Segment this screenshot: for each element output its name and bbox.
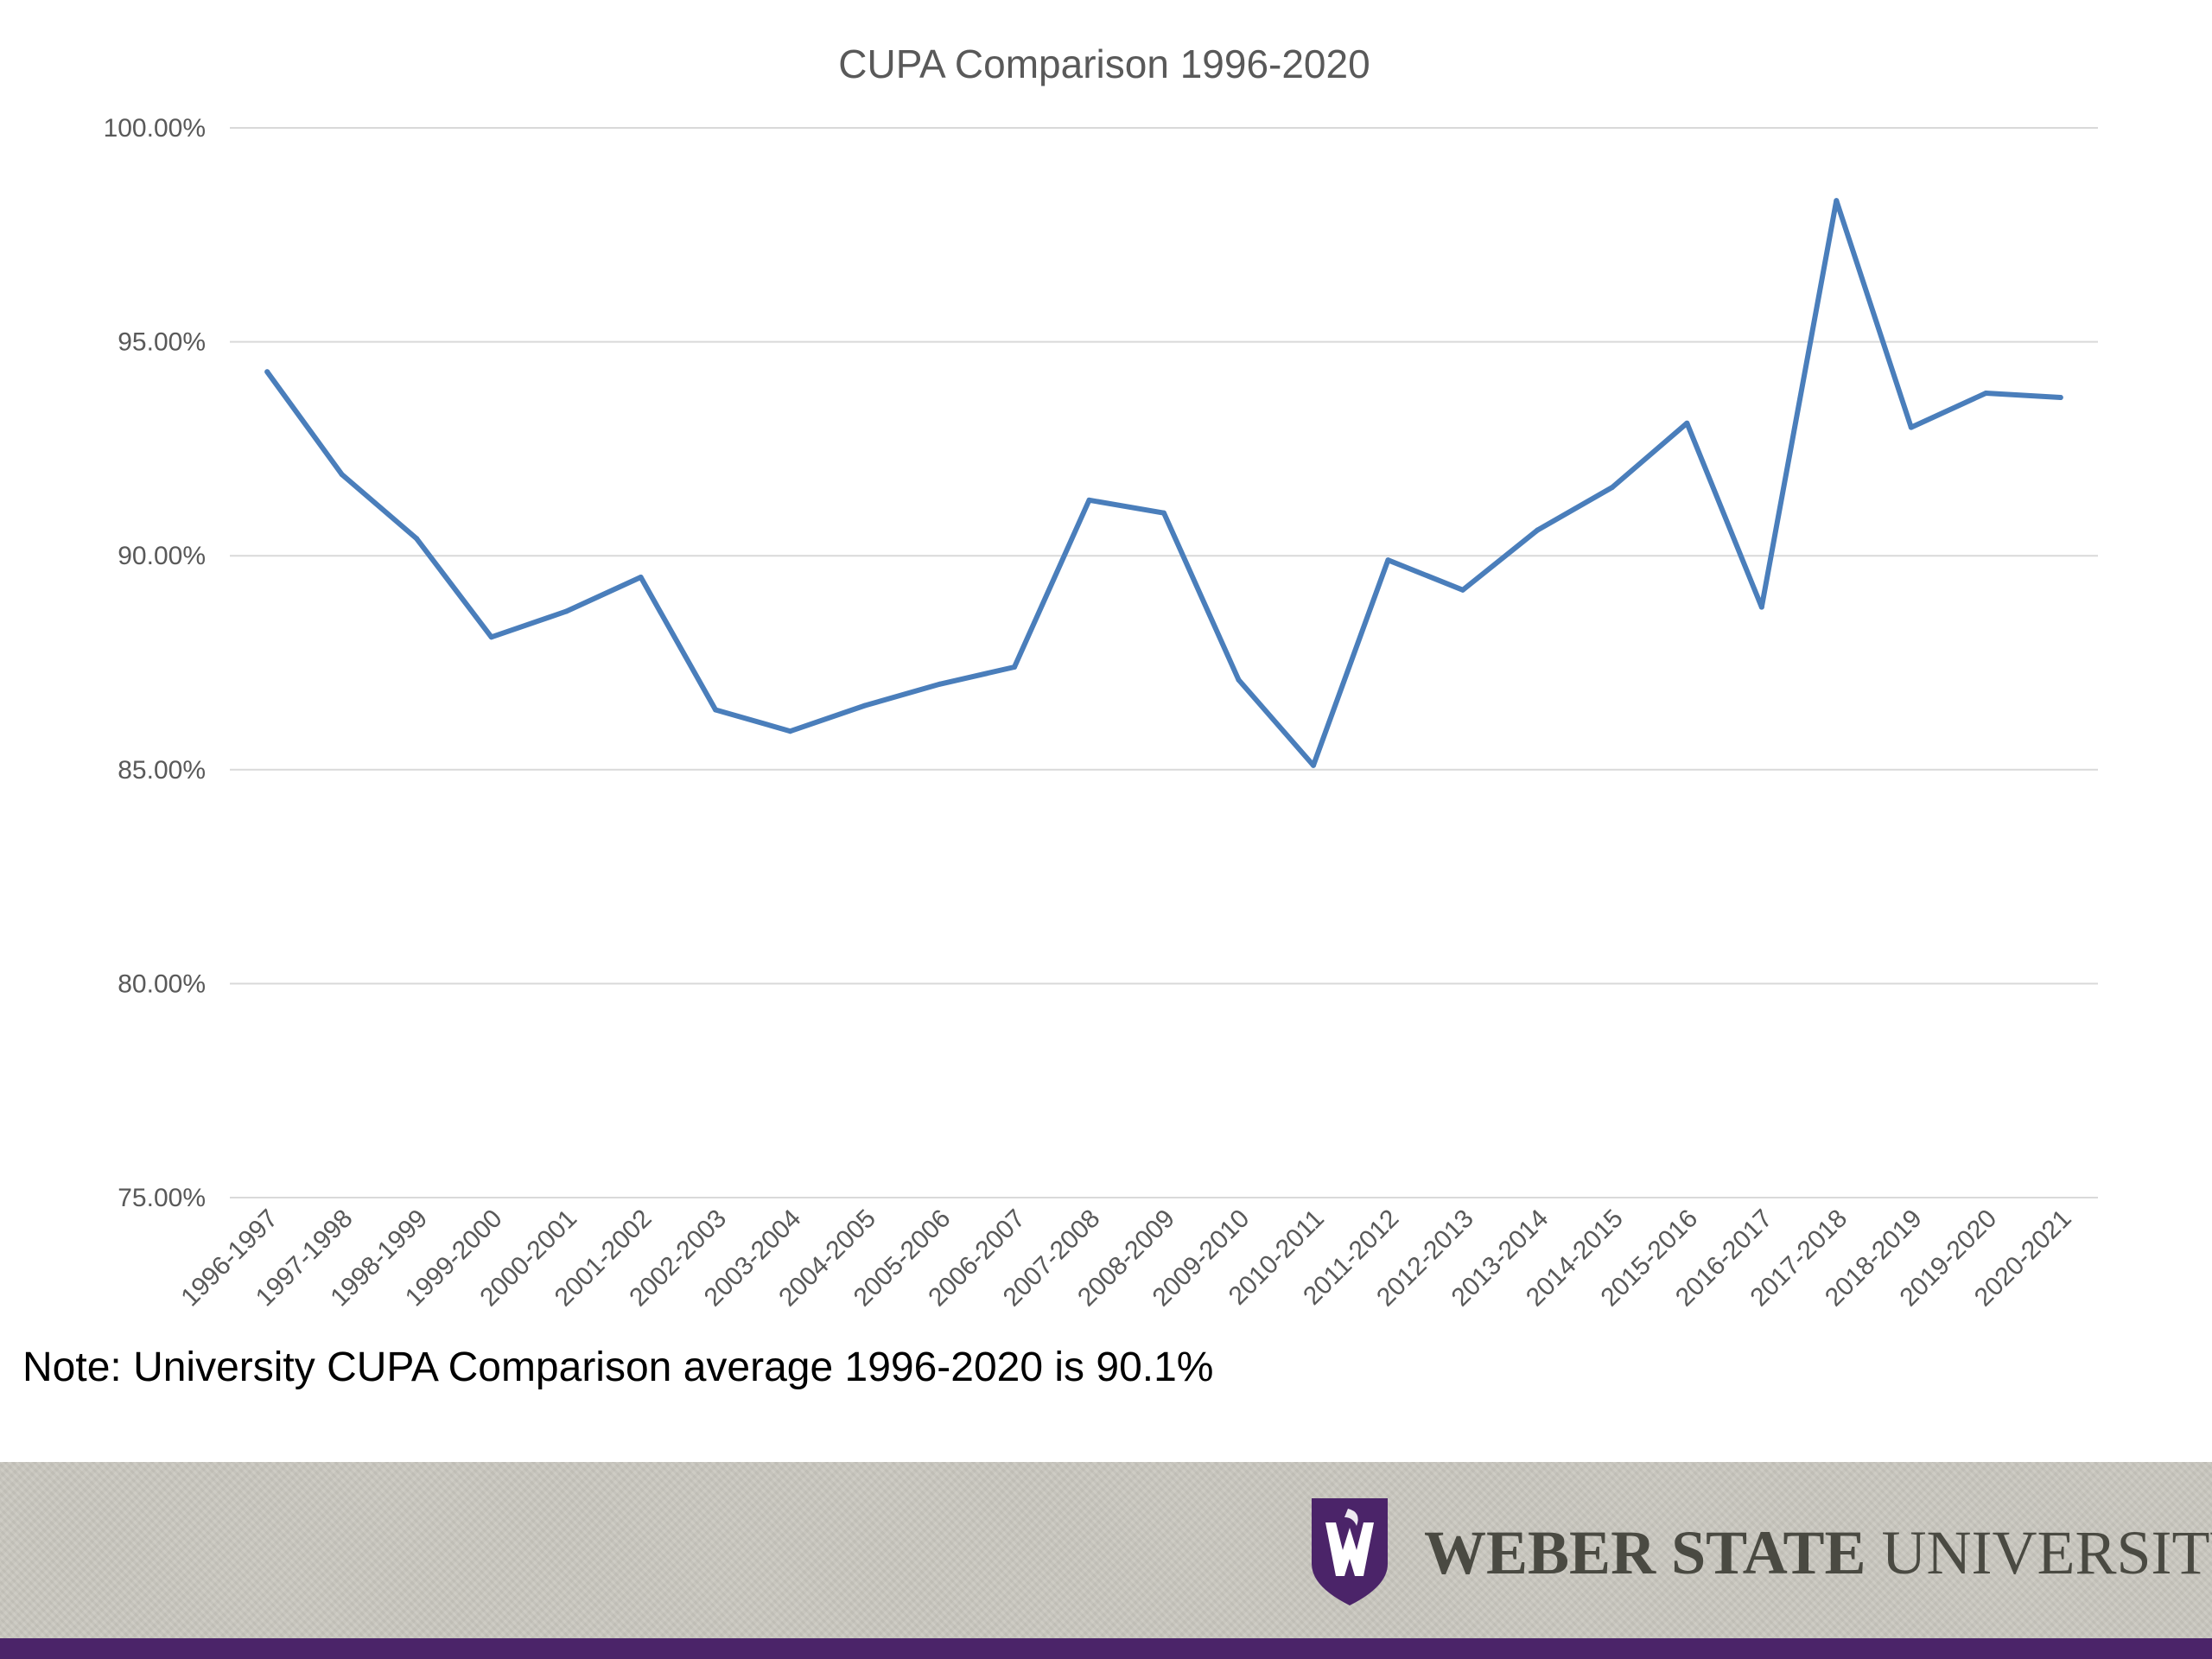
x-axis-ticks: 1996-19971997-19981998-19991999-20002000… (175, 1205, 2076, 1313)
weber-state-logo: WEBER STATE UNIVERSITY (1310, 1497, 2212, 1609)
data-point (638, 574, 644, 580)
data-point (862, 702, 868, 709)
y-tick-label: 95.00% (118, 328, 206, 357)
footer-band (0, 1462, 2212, 1638)
data-point (1684, 420, 1690, 426)
data-point (787, 728, 793, 734)
data-point (488, 634, 494, 640)
data-point (264, 369, 270, 375)
data-point (1535, 527, 1541, 533)
data-point (1236, 677, 1242, 683)
data-point (2057, 394, 2063, 400)
data-point (713, 707, 719, 713)
data-point (937, 681, 943, 687)
y-axis-ticks: 75.00% 80.00% 85.00% 90.00% 95.00% 100.00% (104, 114, 206, 1212)
y-tick-label: 80.00% (118, 969, 206, 998)
data-point (1012, 664, 1018, 670)
data-point (1834, 198, 1840, 204)
chart-area: CUPA Comparison 1996-2020 75.00% 80.00% 85… (104, 41, 2098, 1313)
y-tick-label: 100.00% (104, 114, 206, 143)
data-point (1758, 604, 1764, 610)
data-point (1385, 557, 1391, 563)
y-tick-label: 75.00% (118, 1184, 206, 1212)
data-point (1983, 391, 1989, 397)
data-point (1161, 510, 1166, 516)
logo-wordmark: WEBER STATE UNIVERSITY (1424, 1517, 2212, 1589)
y-tick-label: 90.00% (118, 542, 206, 570)
data-point (1609, 484, 1615, 490)
series-layer (264, 198, 2063, 768)
logo-text-regular: UNIVERSITY (1881, 1518, 2212, 1587)
y-tick-label: 85.00% (118, 756, 206, 785)
line-chart: CUPA Comparison 1996-2020 75.00% 80.00% 85… (104, 41, 2098, 1313)
data-point (414, 536, 420, 542)
data-point (1086, 497, 1092, 503)
footer-purple-bar (0, 1638, 2212, 1659)
chart-title: CUPA Comparison 1996-2020 (838, 41, 1370, 86)
data-point (1459, 587, 1465, 593)
w-shield-icon (1312, 1498, 1388, 1605)
footnote-text: Note: University CUPA Comparison average… (22, 1344, 1214, 1390)
data-point (1310, 762, 1316, 768)
data-point (1908, 424, 1914, 430)
data-point (339, 472, 345, 478)
logo-text-bold: WEBER STATE (1424, 1518, 1866, 1587)
gridlines (230, 127, 2098, 1198)
data-point (563, 608, 569, 614)
series-line (264, 198, 2063, 768)
